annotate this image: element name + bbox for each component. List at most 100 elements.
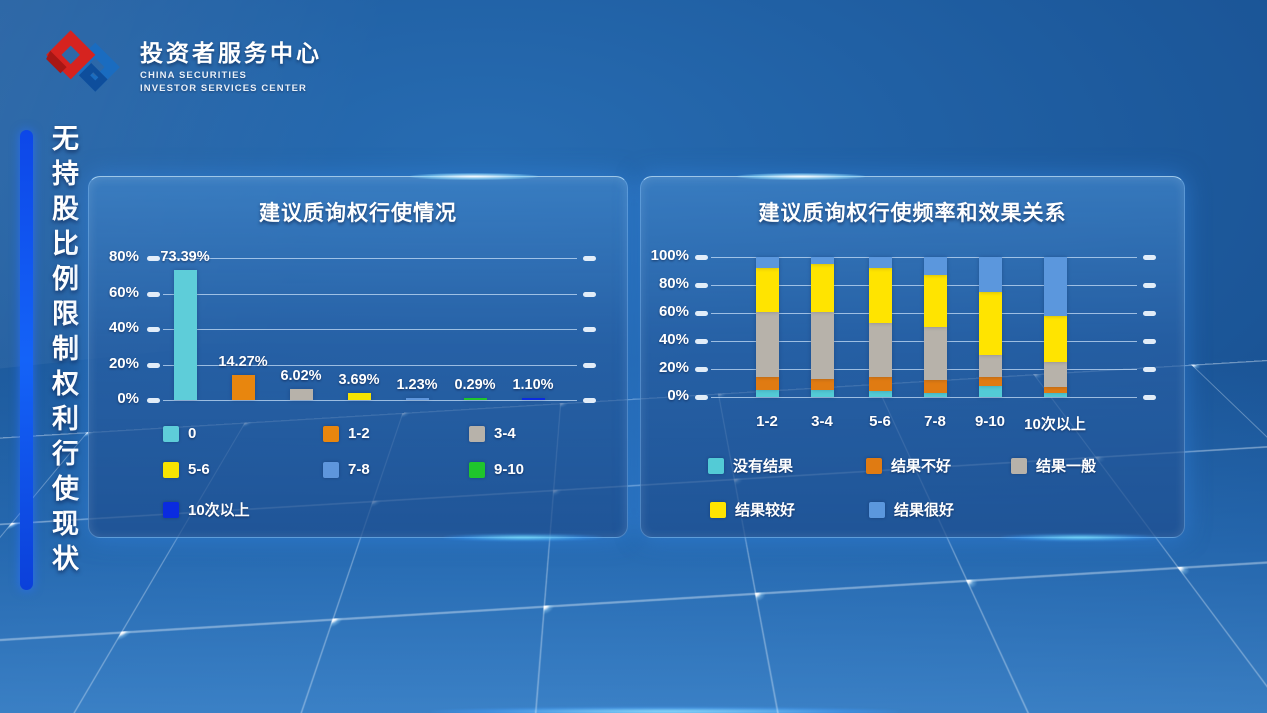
gridline-right-tick <box>583 327 596 332</box>
legend-swatch <box>866 457 882 474</box>
legend-item: 结果较好 <box>710 499 795 520</box>
gridline-left-tick <box>147 291 160 297</box>
stack-segment <box>978 355 1002 378</box>
x-tick-label: 10次以上 <box>1024 416 1086 433</box>
bar <box>521 398 545 400</box>
bar <box>347 393 371 400</box>
stack-segment <box>755 257 779 269</box>
gridline-left-tick <box>147 327 160 332</box>
panel-top-glint <box>736 173 866 180</box>
gridline-right-tick <box>1143 255 1156 260</box>
stack-segment <box>810 264 834 312</box>
gridline-right-tick <box>583 256 596 261</box>
legend-label: 结果较好 <box>735 502 796 519</box>
bar-value-label: 1.10% <box>512 377 554 393</box>
stack-segment <box>978 257 1002 292</box>
legend-swatch <box>323 461 339 478</box>
legend-item: 结果很好 <box>869 499 954 520</box>
legend-label: 10次以上 <box>188 502 250 519</box>
bar-value-label: 14.27% <box>218 353 268 370</box>
stack-segment <box>978 377 1002 386</box>
bar <box>289 389 313 400</box>
y-tick-label: 20% <box>658 359 689 376</box>
legend-swatch <box>469 461 485 478</box>
x-tick-label: 3-4 <box>811 413 833 430</box>
legend-swatch <box>163 425 179 442</box>
bar <box>405 397 429 400</box>
gridline-right-tick <box>1143 367 1156 372</box>
stack-segment <box>755 377 779 390</box>
legend-label: 3-4 <box>494 425 516 442</box>
bar-value-label: 3.69% <box>338 372 380 389</box>
section-title-vertical: 无持股比例限制权利行使现状 <box>48 124 78 579</box>
stack-segment <box>978 385 1002 397</box>
gridline <box>163 293 577 295</box>
stack-segment <box>923 275 947 327</box>
stack-segment <box>868 377 892 392</box>
gridline-right-tick <box>1143 339 1156 344</box>
gridline-right-tick <box>583 398 596 403</box>
stack-segment <box>1043 257 1067 316</box>
legend-label: 1-2 <box>348 425 370 442</box>
legend-label: 没有结果 <box>733 458 794 475</box>
gridline-right-tick <box>583 291 596 297</box>
stack-segment <box>1043 362 1067 388</box>
y-tick-label: 0% <box>117 390 139 407</box>
gridline-left-tick <box>695 339 708 344</box>
brand-subtitle-line1: CHINA SECURITIES <box>140 70 247 81</box>
legend-swatch <box>710 501 726 518</box>
y-tick-label: 60% <box>658 303 689 320</box>
legend-swatch <box>1011 457 1027 474</box>
legend-item: 9-10 <box>469 461 524 478</box>
bar-value-label: 0.29% <box>454 377 496 393</box>
gridline-left-tick <box>695 367 708 372</box>
legend-swatch <box>469 425 485 442</box>
y-tick-label: 80% <box>108 248 139 265</box>
stack-segment <box>868 322 892 378</box>
legend-item: 结果不好 <box>866 455 951 476</box>
gridline-right-tick <box>1143 395 1156 400</box>
legend-label: 结果一般 <box>1036 458 1097 475</box>
stack-segment <box>1043 315 1067 362</box>
stack-segment <box>978 292 1002 355</box>
bar-value-label: 6.02% <box>280 368 322 385</box>
legend-swatch <box>163 501 179 518</box>
gridline-left-tick <box>147 256 160 261</box>
y-tick-label: 100% <box>650 247 689 264</box>
legend-item: 0 <box>163 425 196 442</box>
y-tick-label: 40% <box>658 331 689 348</box>
bar <box>463 398 487 400</box>
gridline-left-tick <box>695 311 708 316</box>
legend-item: 5-6 <box>163 461 210 478</box>
panel-bottom-glow <box>1000 534 1160 541</box>
gridline-left-tick <box>147 398 160 403</box>
y-tick-label: 40% <box>108 319 139 336</box>
legend-swatch <box>708 457 724 474</box>
panel-bottom-glow <box>443 534 603 541</box>
legend-swatch <box>163 461 179 478</box>
y-tick-label: 0% <box>667 387 689 404</box>
brand-header: 投资者服务中心 CHINA SECURITIES INVESTOR SERVIC… <box>40 28 322 94</box>
brand-title: 投资者服务中心 <box>140 40 322 66</box>
legend-item: 结果一般 <box>1011 455 1096 476</box>
chart-title-left: 建议质询权行使情况 <box>259 202 457 225</box>
stack-segment <box>755 268 779 312</box>
gridline <box>711 397 1137 398</box>
stack-segment <box>810 390 834 397</box>
y-tick-label: 20% <box>108 354 139 372</box>
legend-label: 结果不好 <box>891 458 952 475</box>
stack-segment <box>755 390 779 397</box>
stack-segment <box>923 380 947 393</box>
gridline-left-tick <box>695 283 708 288</box>
x-tick-label: 5-6 <box>869 413 891 430</box>
stack-segment <box>810 378 834 390</box>
bottom-edge-glow <box>430 707 900 713</box>
legend-item: 7-8 <box>323 461 370 478</box>
legend-swatch <box>323 425 339 442</box>
panel-top-glint <box>409 173 539 180</box>
x-tick-label: 7-8 <box>924 413 946 430</box>
panel-frequency-effect: 建议质询权行使频率和效果关系 100% 80% 60% 40% 20% 0% 1-2 3-4 5… <box>640 173 1185 541</box>
accent-bar <box>20 130 33 590</box>
stack-segment <box>868 257 892 269</box>
